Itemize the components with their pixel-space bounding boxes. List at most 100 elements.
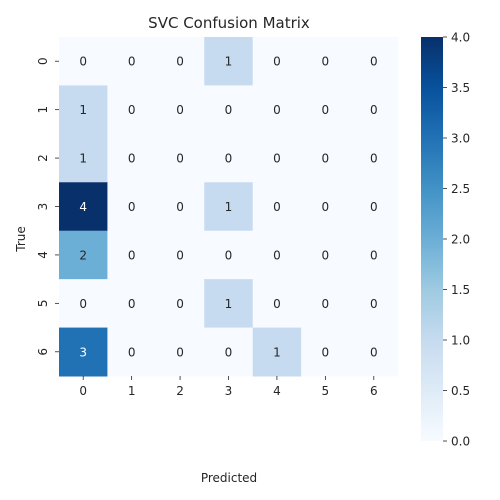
heatmap-cell (155, 37, 205, 86)
heatmap-cell (107, 37, 157, 86)
y-axis-ticks: 0 1 2 3 4 5 6 (36, 57, 59, 356)
heatmap-cell (301, 230, 351, 280)
heatmap-cell (155, 182, 205, 232)
cell-value-label: 0 (176, 248, 184, 262)
heatmap-cell (59, 133, 108, 183)
cell-value-label: 2 (79, 248, 87, 262)
cell-value-label: 0 (273, 248, 281, 262)
y-tick-label: 5 (36, 300, 50, 308)
heatmap-cell (252, 279, 302, 329)
cell-value-label: 1 (225, 297, 233, 311)
colorbar-tick-label: 3.0 (451, 132, 470, 146)
cell-value-label: 0 (273, 152, 281, 166)
cell-value-label: 0 (128, 297, 136, 311)
heatmap-cells (59, 37, 399, 377)
cell-value-label: 0 (225, 103, 233, 117)
heatmap-cell (252, 133, 302, 183)
y-tick-label: 2 (36, 154, 50, 162)
cell-value-label: 0 (322, 152, 330, 166)
cell-value-label: 1 (79, 152, 87, 166)
heatmap-cell (204, 85, 254, 135)
heatmap-cell (252, 85, 302, 135)
heatmap-cell (204, 37, 254, 86)
cell-value-label: 0 (370, 152, 378, 166)
x-tick-label: 1 (128, 384, 136, 398)
cell-value-label: 0 (322, 200, 330, 214)
heatmap-cell (301, 133, 351, 183)
heatmap-cell (252, 37, 302, 86)
heatmap-cell (59, 279, 108, 329)
colorbar-tick-label: 4.0 (451, 31, 470, 45)
colorbar-tick-label: 0.5 (451, 384, 470, 398)
cell-value-label: 0 (176, 103, 184, 117)
heatmap-cell (349, 85, 399, 135)
cell-value-label: 0 (128, 55, 136, 69)
cell-value-label: 0 (370, 55, 378, 69)
cell-value-label: 0 (79, 297, 87, 311)
cell-value-label: 0 (370, 248, 378, 262)
cell-value-label: 0 (128, 103, 136, 117)
cell-value-label: 0 (176, 345, 184, 359)
heatmap-cell (59, 230, 108, 280)
colorbar: 0.0 0.5 1.0 1.5 2.0 2.5 3.0 3.5 4.0 (421, 31, 470, 449)
x-axis-ticks: 0 1 2 3 4 5 6 (79, 376, 378, 398)
cell-value-label: 0 (225, 152, 233, 166)
cell-value-label: 0 (128, 200, 136, 214)
heatmap-cell (155, 327, 205, 377)
cell-value-label: 3 (79, 345, 87, 359)
cell-value-label: 0 (370, 200, 378, 214)
cell-value-label: 0 (322, 55, 330, 69)
heatmap-cell (349, 279, 399, 329)
y-tick-label: 6 (36, 348, 50, 356)
chart-title: SVC Confusion Matrix (148, 14, 310, 32)
heatmap-cell (204, 133, 254, 183)
y-axis-label: True (14, 226, 28, 253)
heatmap-cell (155, 230, 205, 280)
cell-value-label: 0 (322, 297, 330, 311)
y-tick-label: 3 (36, 203, 50, 211)
x-tick-label: 5 (322, 384, 330, 398)
heatmap-cell (155, 85, 205, 135)
heatmap-cell (204, 230, 254, 280)
cell-value-label: 0 (128, 345, 136, 359)
cell-value-label: 0 (273, 103, 281, 117)
cell-value-label: 0 (128, 152, 136, 166)
heatmap-cell (349, 37, 399, 86)
colorbar-ticks: 0.0 0.5 1.0 1.5 2.0 2.5 3.0 3.5 4.0 (443, 31, 470, 449)
heatmap-cell (107, 230, 157, 280)
heatmap-cell (301, 85, 351, 135)
cell-value-label: 0 (225, 248, 233, 262)
colorbar-tick-label: 1.5 (451, 283, 470, 297)
x-tick-label: 3 (225, 384, 233, 398)
heatmap-cell (252, 230, 302, 280)
heatmap-cell (349, 327, 399, 377)
cell-value-label: 0 (273, 297, 281, 311)
colorbar-gradient (421, 37, 443, 441)
x-tick-label: 2 (176, 384, 184, 398)
x-tick-label: 4 (273, 384, 281, 398)
heatmap-cell (107, 327, 157, 377)
cell-value-label: 4 (79, 200, 87, 214)
cell-value-label: 0 (176, 55, 184, 69)
cell-value-label: 0 (322, 248, 330, 262)
heatmap-cell (107, 133, 157, 183)
x-axis-label: Predicted (201, 471, 257, 485)
cell-value-label: 1 (225, 200, 233, 214)
colorbar-tick-label: 3.5 (451, 81, 470, 95)
heatmap-cell (107, 85, 157, 135)
cell-value-label: 0 (176, 152, 184, 166)
y-tick-label: 0 (36, 57, 50, 65)
cell-value-label: 0 (273, 55, 281, 69)
cell-value-label: 0 (176, 200, 184, 214)
heatmap-cell (301, 327, 351, 377)
heatmap-cell (204, 279, 254, 329)
y-tick-label: 1 (36, 106, 50, 114)
cell-value-label: 0 (79, 55, 87, 69)
cell-value-label: 1 (273, 345, 281, 359)
heatmap-cell (59, 37, 108, 86)
heatmap-cell (349, 133, 399, 183)
cell-value-label: 0 (370, 345, 378, 359)
colorbar-tick-label: 2.5 (451, 182, 470, 196)
heatmap-cell (252, 327, 302, 377)
